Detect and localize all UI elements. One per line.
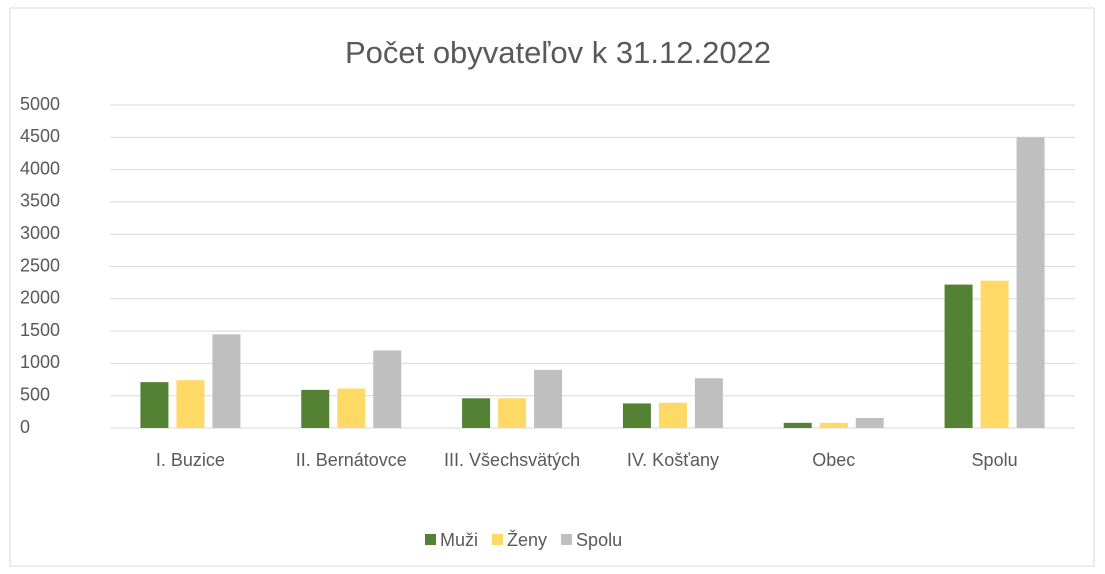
legend-label: Ženy xyxy=(507,530,547,550)
bar xyxy=(140,382,169,428)
bar xyxy=(694,378,723,428)
legend-label: Spolu xyxy=(576,530,622,550)
bar xyxy=(658,402,687,428)
bar xyxy=(176,380,205,428)
bar xyxy=(337,388,366,428)
x-tick-label: III. Všechsvätých xyxy=(444,450,581,470)
y-tick-label: 4000 xyxy=(20,158,60,178)
chart-frame xyxy=(9,7,1095,567)
y-tick-label: 2500 xyxy=(20,255,60,275)
y-tick-label: 4500 xyxy=(20,126,60,146)
y-tick-label: 2000 xyxy=(20,288,60,308)
x-tick-label: IV. Košťany xyxy=(626,450,719,470)
chart-title: Počet obyvateľov k 31.12.2022 xyxy=(345,35,771,70)
legend-swatch xyxy=(492,534,504,545)
bar xyxy=(212,334,241,428)
y-tick-label: 3000 xyxy=(20,223,60,243)
y-tick-label: 1500 xyxy=(20,320,60,340)
x-tick-label: II. Bernátovce xyxy=(295,450,407,470)
bar xyxy=(462,398,491,428)
y-tick-label: 500 xyxy=(20,384,50,404)
bar xyxy=(373,350,402,428)
bar xyxy=(498,398,527,428)
bar xyxy=(534,369,563,428)
y-tick-label: 0 xyxy=(20,417,30,437)
y-tick-label: 5000 xyxy=(20,94,60,114)
bar xyxy=(783,422,812,428)
bar xyxy=(944,284,973,428)
y-tick-label: 3500 xyxy=(20,191,60,211)
y-tick-label: 1000 xyxy=(20,352,60,372)
bar xyxy=(301,389,330,428)
legend-label: Muži xyxy=(440,530,478,550)
legend-swatch xyxy=(425,534,436,545)
bar xyxy=(819,422,848,428)
bar xyxy=(622,403,651,428)
bar xyxy=(855,417,884,428)
x-tick-label: Obec xyxy=(812,450,856,470)
bar xyxy=(980,280,1009,428)
bar xyxy=(1016,137,1045,429)
legend-swatch xyxy=(561,534,573,545)
x-tick-label: I. Buzice xyxy=(155,450,225,470)
x-tick-label: Spolu xyxy=(971,450,1018,470)
